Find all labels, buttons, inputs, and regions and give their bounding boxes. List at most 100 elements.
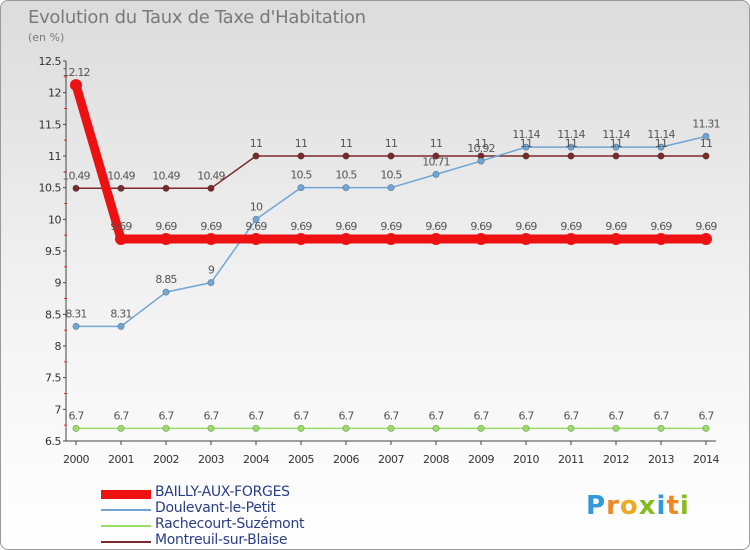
data-point [657, 424, 665, 432]
y-tick-label: 7.5 [45, 372, 61, 385]
data-point [567, 143, 575, 151]
data-label: 10.49 [197, 169, 225, 182]
y-tick-label: 11 [48, 150, 61, 163]
legend-swatch [101, 525, 151, 527]
y-tick-label: 8.5 [45, 308, 61, 321]
data-point [72, 184, 80, 192]
data-label: 9 [208, 264, 215, 277]
y-tick-label: 11.5 [39, 118, 62, 131]
data-label: 8.85 [155, 273, 177, 286]
data-label: 11 [520, 137, 532, 150]
legend-swatch [101, 509, 151, 511]
data-label: 6.7 [293, 409, 309, 422]
data-label: 8.31 [110, 307, 131, 320]
data-label: 6.7 [473, 409, 489, 422]
data-point [522, 143, 530, 151]
x-tick-label: 2014 [693, 453, 719, 466]
data-label: 6.7 [653, 409, 669, 422]
logo-letter: P [586, 491, 607, 521]
data-label: 9.69 [380, 220, 402, 233]
y-tick-label: 6.5 [45, 435, 61, 448]
data-point [655, 232, 667, 245]
legend-label: Montreuil-sur-Blaise [155, 532, 288, 548]
data-point [477, 424, 485, 432]
data-point [432, 424, 440, 432]
x-tick-label: 2003 [198, 453, 224, 466]
x-tick-label: 2006 [333, 453, 359, 466]
data-label: 9.69 [245, 220, 267, 233]
data-point [700, 232, 712, 245]
data-point [250, 232, 262, 245]
legend-swatch [101, 489, 151, 499]
x-tick-label: 2011 [558, 453, 584, 466]
data-point [160, 232, 172, 245]
data-point [612, 424, 620, 432]
data-point [252, 215, 260, 223]
data-label: 9.69 [650, 220, 672, 233]
data-label: 9.69 [110, 220, 132, 233]
data-label: 6.7 [68, 409, 84, 422]
data-point [162, 288, 170, 296]
x-tick-label: 2007 [378, 453, 404, 466]
data-label: 9.69 [470, 220, 492, 233]
data-point [117, 322, 125, 330]
data-point [565, 232, 577, 245]
data-label: 10.5 [290, 169, 312, 182]
data-label: 11.14 [647, 128, 675, 141]
data-label: 11 [385, 137, 397, 150]
data-label: 9.69 [155, 220, 177, 233]
data-point [70, 79, 82, 92]
chart-subtitle: (en %) [28, 31, 65, 44]
data-label: 9.69 [335, 220, 357, 233]
data-label: 6.7 [203, 409, 219, 422]
data-point [702, 132, 710, 140]
y-tick-label: 8 [55, 340, 62, 353]
data-label: 11 [475, 137, 487, 150]
data-label: 8.31 [65, 307, 86, 320]
logo-letter: o [619, 491, 639, 521]
data-point [72, 322, 80, 330]
data-point [522, 424, 530, 432]
data-point [162, 184, 170, 192]
y-tick-label: 12.5 [39, 55, 62, 68]
data-label: 10.71 [422, 155, 450, 168]
y-tick-label: 9 [55, 277, 62, 290]
y-tick-label: 10 [48, 213, 61, 226]
data-point [252, 424, 260, 432]
data-point [567, 152, 575, 160]
data-point [342, 152, 350, 160]
data-label: 11 [565, 137, 577, 150]
data-point [340, 232, 352, 245]
data-label: 9.69 [605, 220, 627, 233]
x-tick-label: 2008 [423, 453, 449, 466]
data-point [162, 424, 170, 432]
data-point [387, 424, 395, 432]
legend-label: Rachecourt-Suzémont [155, 516, 305, 532]
data-label: 11 [295, 137, 307, 150]
data-point [295, 232, 307, 245]
data-label: 6.7 [608, 409, 624, 422]
data-label: 11 [250, 137, 262, 150]
data-point [117, 184, 125, 192]
x-tick-label: 2002 [153, 453, 179, 466]
chart-title: Evolution du Taux de Taxe d'Habitation [28, 7, 366, 28]
data-label: 6.7 [698, 409, 714, 422]
data-point [297, 152, 305, 160]
data-point [117, 424, 125, 432]
data-point [72, 424, 80, 432]
data-point [207, 424, 215, 432]
data-point [115, 232, 127, 245]
data-label: 6.7 [248, 409, 264, 422]
data-label: 10.49 [62, 169, 90, 182]
legend-label: Doulevant-le-Petit [155, 500, 276, 516]
line-chart: 6.5 7 7.5 8 8.5 9 9.5 10 10.5 11 11.5 12 12.5 2000 200… [39, 55, 721, 466]
data-label: 6.7 [428, 409, 444, 422]
data-label: 11 [610, 137, 622, 150]
data-label: 10.92 [467, 142, 495, 155]
data-label: 6.7 [158, 409, 174, 422]
data-label: 6.7 [563, 409, 579, 422]
proxiti-logo: Proxiti [586, 491, 690, 521]
data-point [385, 232, 397, 245]
data-point [430, 232, 442, 245]
